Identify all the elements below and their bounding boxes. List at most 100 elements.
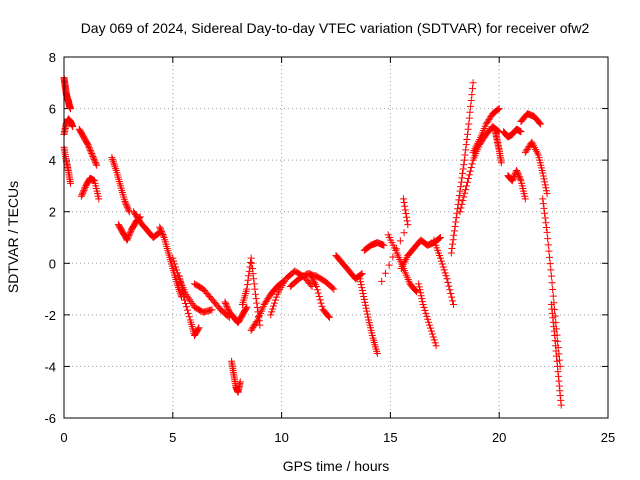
data-point [90, 155, 98, 163]
data-point [542, 224, 550, 232]
x-tick-label: 10 [274, 430, 288, 445]
data-point [448, 245, 456, 253]
data-point [544, 241, 552, 249]
data-point [78, 191, 86, 199]
data-point [79, 189, 87, 197]
data-point [87, 148, 95, 156]
data-point [455, 192, 463, 200]
data-point [380, 241, 388, 249]
data-point [224, 305, 232, 313]
data-point [126, 229, 134, 237]
data-point [447, 249, 455, 257]
data-point [449, 236, 457, 244]
data-point [91, 157, 99, 165]
series-arc35 [539, 195, 564, 370]
data-point [178, 287, 186, 295]
series-arc21 [356, 275, 381, 358]
data-point [428, 330, 436, 338]
y-tick-label: 2 [49, 205, 56, 220]
data-point [85, 144, 93, 152]
data-point [77, 192, 85, 200]
data-point [357, 281, 365, 289]
data-point [373, 350, 381, 358]
data-point [91, 158, 99, 166]
data-point [316, 296, 324, 304]
data-point [431, 339, 439, 347]
data-point [268, 308, 276, 316]
data-point [248, 264, 256, 272]
data-point [92, 160, 100, 168]
data-point [67, 105, 75, 113]
data-point [247, 254, 255, 262]
data-point [271, 296, 279, 304]
data-point [468, 91, 476, 99]
data-point [541, 209, 549, 217]
data-point [183, 306, 191, 314]
data-point [84, 141, 92, 149]
data-point [465, 171, 473, 179]
data-point [126, 230, 134, 238]
data-point [516, 175, 524, 183]
data-point [399, 195, 407, 203]
data-point [430, 336, 438, 344]
data-point [108, 155, 116, 163]
data-point [459, 169, 467, 177]
data-point [403, 217, 411, 225]
data-point [455, 196, 463, 204]
data-point [441, 269, 449, 277]
data-point [124, 233, 132, 241]
data-point [458, 174, 466, 182]
data-point [270, 299, 278, 307]
data-point [393, 245, 401, 253]
data-point [158, 228, 166, 236]
data-point [249, 270, 257, 278]
data-point [420, 303, 428, 311]
x-tick-label: 5 [169, 430, 176, 445]
data-point [443, 275, 451, 283]
data-point [317, 299, 325, 307]
data-point [436, 234, 444, 242]
data-point [122, 199, 130, 207]
data-point [385, 261, 393, 269]
data-point [540, 175, 548, 183]
data-point [463, 178, 471, 186]
data-point [251, 285, 259, 293]
data-point [111, 163, 119, 171]
data-point [223, 302, 231, 310]
data-point [419, 301, 427, 309]
series-arc22 [360, 239, 388, 254]
data-point [416, 286, 424, 294]
data-point [177, 278, 185, 286]
series-arc3 [60, 143, 75, 187]
data-point [464, 125, 472, 133]
data-point [412, 287, 420, 295]
data-point [450, 301, 458, 309]
data-points [60, 74, 565, 409]
data-point [468, 85, 476, 93]
data-point [415, 280, 423, 288]
y-axis-label: SDTVAR / TECUs [5, 181, 21, 293]
data-point [423, 312, 431, 320]
data-point [124, 205, 132, 213]
data-point [509, 175, 517, 183]
data-point [313, 286, 321, 294]
data-point [467, 164, 475, 172]
data-point [460, 161, 468, 169]
series-arc34 [521, 138, 551, 198]
y-tick-label: -6 [44, 411, 56, 426]
data-point [236, 378, 244, 386]
data-point [426, 321, 434, 329]
data-point [460, 156, 468, 164]
data-point [549, 292, 557, 300]
data-point [452, 218, 460, 226]
data-point [80, 186, 88, 194]
data-point [495, 105, 503, 113]
data-point [312, 282, 320, 290]
data-point [446, 286, 454, 294]
data-point [175, 272, 183, 280]
data-point [514, 169, 522, 177]
data-point [325, 312, 333, 320]
data-point [546, 253, 554, 261]
data-point [513, 166, 521, 174]
